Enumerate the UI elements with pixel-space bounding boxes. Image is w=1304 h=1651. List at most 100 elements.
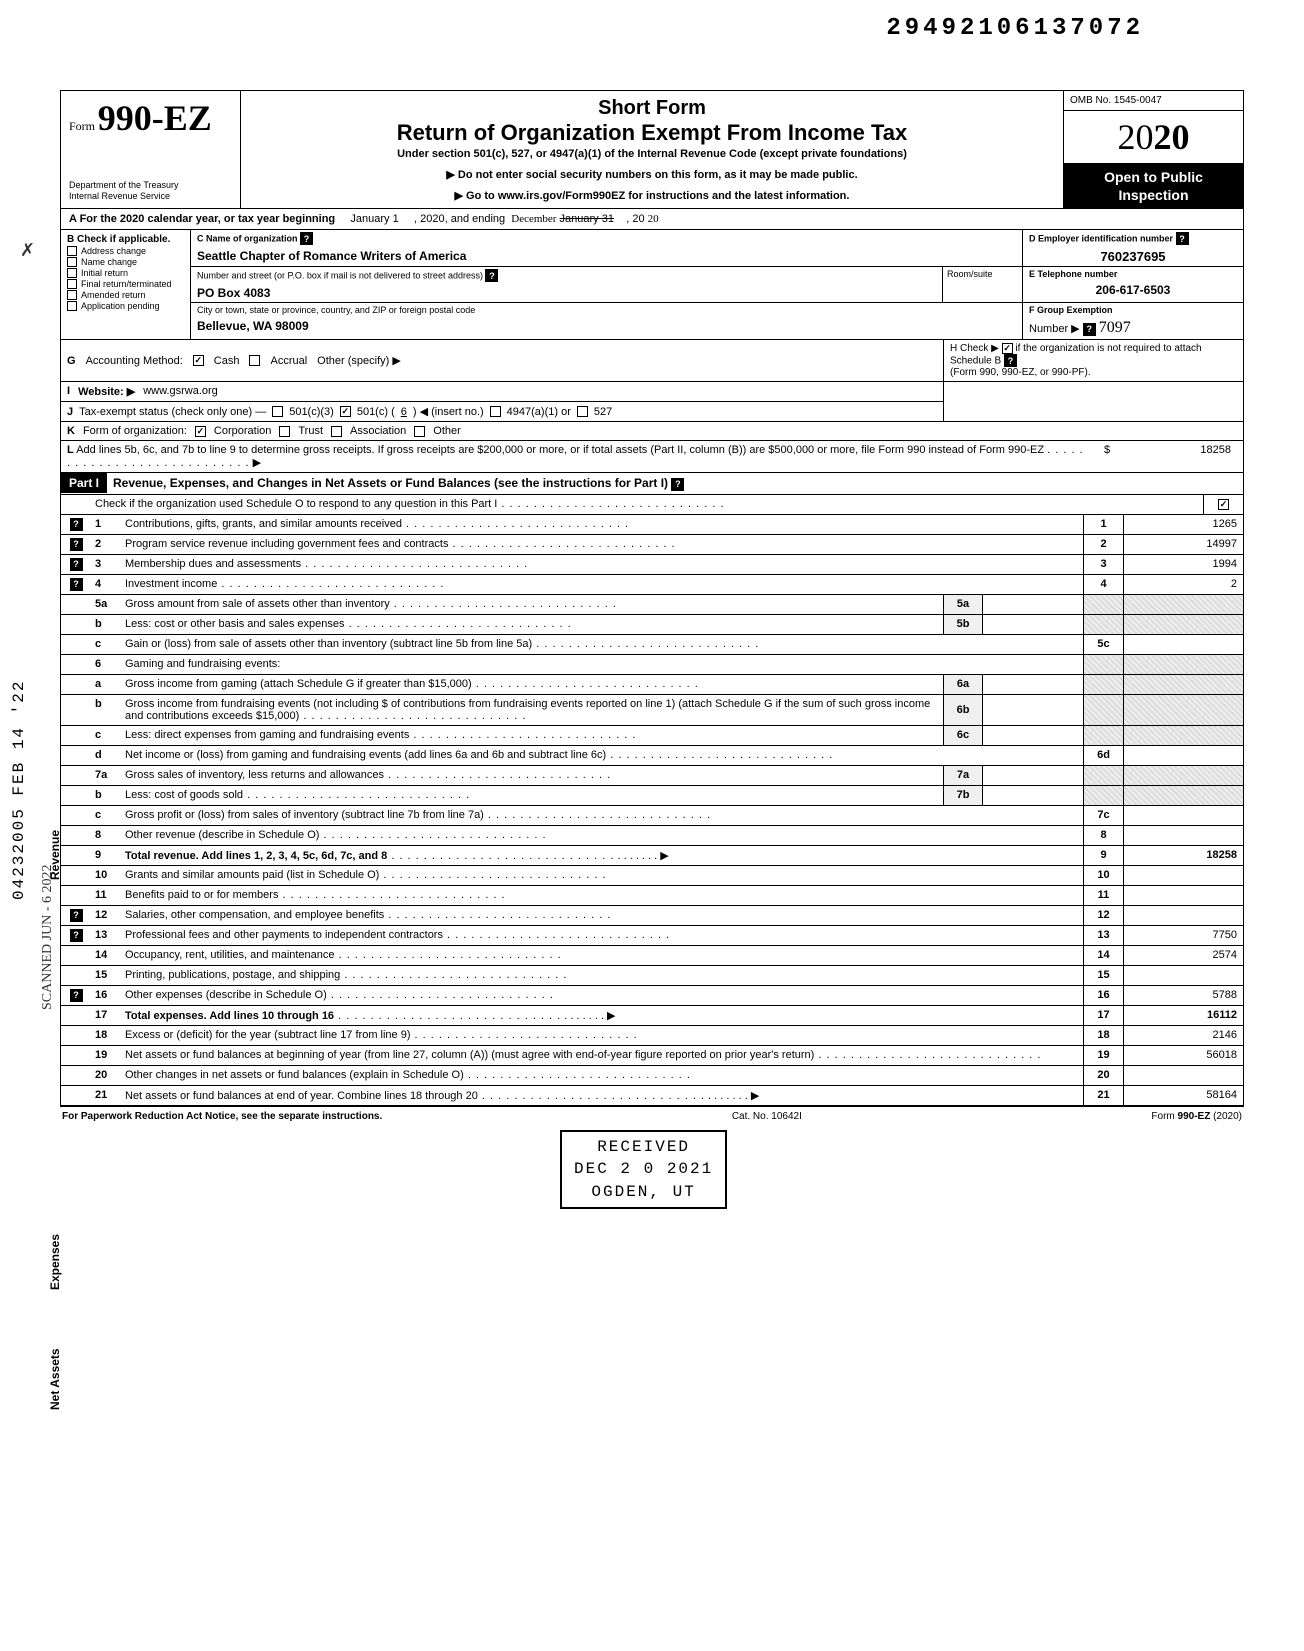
part-1-tag: Part I: [61, 473, 107, 493]
line-h-text3: (Form 990, 990-EZ, or 990-PF).: [950, 367, 1091, 378]
help-icon[interactable]: ?: [70, 558, 83, 571]
table-row: aGross income from gaming (attach Schedu…: [61, 675, 1243, 695]
col-b-item: Initial return: [67, 268, 184, 278]
amount: 18258: [1123, 846, 1243, 865]
line-k-label: Form of organization:: [83, 425, 187, 437]
opt-4947: 4947(a)(1) or: [507, 406, 571, 418]
checkbox[interactable]: [67, 279, 77, 289]
row-label: Other revenue (describe in Schedule O): [121, 826, 1083, 845]
help-icon[interactable]: ?: [70, 518, 83, 531]
row-number: b: [91, 615, 121, 634]
col-f-sub: Number ▶: [1029, 323, 1080, 335]
inset-amount: [983, 726, 1083, 745]
help-icon[interactable]: ?: [1176, 232, 1189, 245]
col-b-item: Amended return: [67, 290, 184, 300]
dots: [464, 1069, 691, 1081]
row-number: 1: [91, 515, 121, 534]
box-number: 7c: [1083, 806, 1123, 825]
table-row: bLess: cost or other basis and sales exp…: [61, 615, 1243, 635]
checkbox-schedule-o[interactable]: [1218, 499, 1229, 510]
help-icon[interactable]: ?: [70, 909, 83, 922]
dots: [384, 769, 611, 781]
col-b-item-label: Initial return: [81, 268, 128, 278]
opt-501c: 501(c) (: [357, 406, 395, 418]
line-a-calendar-year: A For the 2020 calendar year, or tax yea…: [61, 209, 1243, 230]
amount: 56018: [1123, 1046, 1243, 1065]
inset-box-num: 6b: [943, 695, 983, 725]
inset-box-num: 6c: [943, 726, 983, 745]
opt-cash: Cash: [214, 355, 240, 367]
row-number: b: [91, 695, 121, 725]
checkbox[interactable]: [67, 290, 77, 300]
line-a-label: A For the 2020 calendar year, or tax yea…: [69, 213, 335, 225]
checkbox[interactable]: [67, 257, 77, 267]
row-number: 4: [91, 575, 121, 594]
help-icon[interactable]: ?: [671, 478, 684, 491]
amount: 1265: [1123, 515, 1243, 534]
help-icon[interactable]: ?: [70, 989, 83, 1002]
row-g-h: G Accounting Method: Cash Accrual Other …: [61, 340, 1243, 382]
table-row: cGross profit or (loss) from sales of in…: [61, 806, 1243, 826]
checkbox[interactable]: [67, 268, 77, 278]
opt-corp: Corporation: [214, 425, 271, 437]
opt-527: 527: [594, 406, 612, 418]
table-row: bLess: cost of goods sold7b: [61, 786, 1243, 806]
checkbox-501c3[interactable]: [272, 406, 283, 417]
dots: [379, 869, 606, 881]
help-icon[interactable]: ?: [70, 538, 83, 551]
city-value: Bellevue, WA 98009: [191, 317, 1022, 335]
table-row: 6Gaming and fundraising events:: [61, 655, 1243, 675]
row-number: d: [91, 746, 121, 765]
row-city-group: City or town, state or province, country…: [191, 303, 1243, 339]
checkbox-schedule-b[interactable]: [1002, 343, 1013, 354]
row-number: 2: [91, 535, 121, 554]
checkbox-501c[interactable]: [340, 406, 351, 417]
checkbox-527[interactable]: [577, 406, 588, 417]
col-e-label: E Telephone number: [1023, 267, 1243, 281]
help-icon[interactable]: ?: [70, 578, 83, 591]
help-icon[interactable]: ?: [1083, 323, 1096, 336]
checkbox-4947[interactable]: [490, 406, 501, 417]
checkbox[interactable]: [67, 246, 77, 256]
row-number: 21: [91, 1086, 121, 1105]
help-icon[interactable]: ?: [1004, 354, 1017, 367]
dots: [327, 989, 554, 1001]
box-number: 21: [1083, 1086, 1123, 1105]
table-row: 9Total revenue. Add lines 1, 2, 3, 4, 5c…: [61, 846, 1243, 866]
open-line2: Inspection: [1068, 186, 1239, 204]
addr-value: PO Box 4083: [191, 284, 942, 302]
omb-number: OMB No. 1545-0047: [1064, 91, 1243, 111]
row-number: 13: [91, 926, 121, 945]
row-label: Occupancy, rent, utilities, and maintena…: [121, 946, 1083, 965]
box-number: 15: [1083, 966, 1123, 985]
opt-trust: Trust: [298, 425, 323, 437]
help-icon[interactable]: ?: [70, 929, 83, 942]
row-label: Membership dues and assessments: [121, 555, 1083, 574]
stamp-line2: DEC 2 0 2021: [574, 1158, 713, 1180]
note-url: ▶ Go to www.irs.gov/Form990EZ for instru…: [251, 189, 1053, 202]
checkbox-accrual[interactable]: [249, 355, 260, 366]
checkbox-association[interactable]: [331, 426, 342, 437]
inset-amount: [983, 695, 1083, 725]
help-icon[interactable]: ?: [300, 232, 313, 245]
checkbox-cash[interactable]: [193, 355, 204, 366]
help-icon[interactable]: ?: [485, 269, 498, 282]
header-right: OMB No. 1545-0047 2020 Open to Public In…: [1063, 91, 1243, 208]
table-row: ?3Membership dues and assessments31994: [61, 555, 1243, 575]
dots: [319, 829, 546, 841]
phone-value: 206-617-6503: [1023, 281, 1243, 299]
row-number: b: [91, 786, 121, 805]
checkbox-other[interactable]: [414, 426, 425, 437]
checkbox-corporation[interactable]: [195, 426, 206, 437]
table-row: ?16Other expenses (describe in Schedule …: [61, 986, 1243, 1006]
inset-box-num: 6a: [943, 675, 983, 694]
table-row: ?1Contributions, gifts, grants, and simi…: [61, 515, 1243, 535]
dots: [411, 1029, 638, 1041]
inset-box-num: 5b: [943, 615, 983, 634]
opt-other-org: Other: [433, 425, 461, 437]
table-row: 11Benefits paid to or for members11: [61, 886, 1243, 906]
row-label: Professional fees and other payments to …: [121, 926, 1083, 945]
checkbox-trust[interactable]: [279, 426, 290, 437]
checkbox[interactable]: [67, 301, 77, 311]
table-row: cLess: direct expenses from gaming and f…: [61, 726, 1243, 746]
